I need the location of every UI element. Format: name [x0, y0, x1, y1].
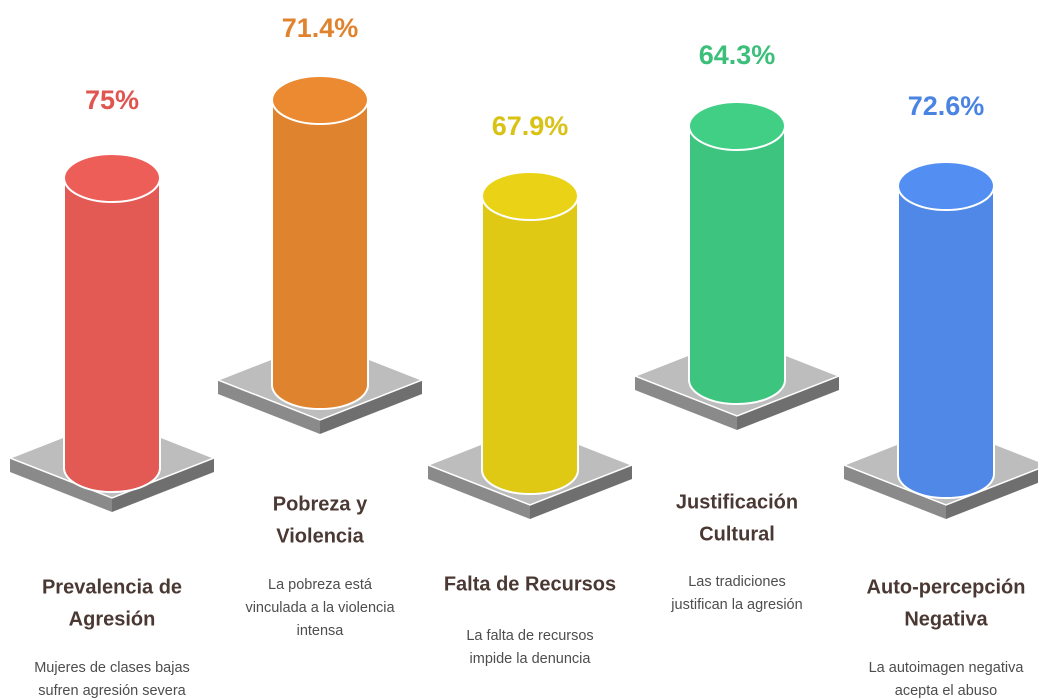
item-title: Pobreza y [273, 493, 368, 515]
percentage: 75% [85, 85, 139, 115]
item-title: Violencia [276, 525, 364, 547]
cylinder-body [689, 126, 785, 380]
item-description: impide la denuncia [470, 651, 592, 667]
item-description: justifican la agresión [670, 597, 802, 613]
pedestal-side [635, 376, 737, 430]
pedestal-side [10, 458, 112, 512]
cylinder-body [898, 186, 994, 474]
cylinder-body [272, 100, 368, 385]
percentage: 64.3% [699, 40, 776, 70]
pedestal-side [530, 465, 632, 519]
item-description: sufren agresión severa [38, 683, 186, 699]
cylinder-top [897, 161, 995, 211]
item-description: intensa [297, 623, 345, 639]
item: 71.4% Pobreza y Violencia La pobreza está vi… [215, 13, 425, 639]
item: 72.6% Auto-percepción Negativa La autoimage… [841, 91, 1038, 699]
item-description: La falta de recursos [466, 628, 593, 644]
pedestal-side [112, 458, 214, 512]
item-title: Justificación [676, 491, 798, 513]
pedestal-side [320, 380, 422, 434]
pedestal-side [428, 465, 530, 519]
item-description: La autoimagen negativa [869, 660, 1025, 676]
item-title: Falta de Recursos [444, 573, 616, 595]
item-title: Negativa [904, 608, 988, 630]
item-description: Mujeres de clases bajas [34, 660, 190, 676]
cylinder-top [481, 171, 579, 221]
pedestal-side [737, 376, 839, 430]
percentage: 72.6% [908, 91, 985, 121]
pedestal-side [218, 380, 320, 434]
percentage: 67.9% [492, 111, 569, 141]
cylinder-body [482, 196, 578, 470]
cylinder-top [271, 75, 369, 125]
item-title: Prevalencia de [42, 576, 182, 598]
item-title: Cultural [699, 523, 775, 545]
item: 67.9% Falta de Recursos La falta de recurs… [425, 111, 635, 667]
cylinder-top [688, 101, 786, 151]
item-title: Auto-percepción [867, 576, 1026, 598]
pedestal-side [946, 468, 1038, 519]
pedestal-side [844, 465, 946, 519]
cylinder-body [64, 178, 160, 468]
item: 75% Prevalencia de Agresión Mujeres de clas… [7, 85, 217, 699]
cylinder-top [63, 153, 161, 203]
item-title: Agresión [69, 608, 156, 630]
item-description: acepta el abuso [895, 683, 997, 699]
item: 64.3% Justificación Cultural Las tradicione… [632, 40, 842, 613]
item-description: Las tradiciones [688, 574, 786, 590]
item-description: La pobreza está [268, 577, 373, 593]
item-description: vinculada a la violencia [245, 600, 395, 616]
percentage: 71.4% [282, 13, 359, 43]
